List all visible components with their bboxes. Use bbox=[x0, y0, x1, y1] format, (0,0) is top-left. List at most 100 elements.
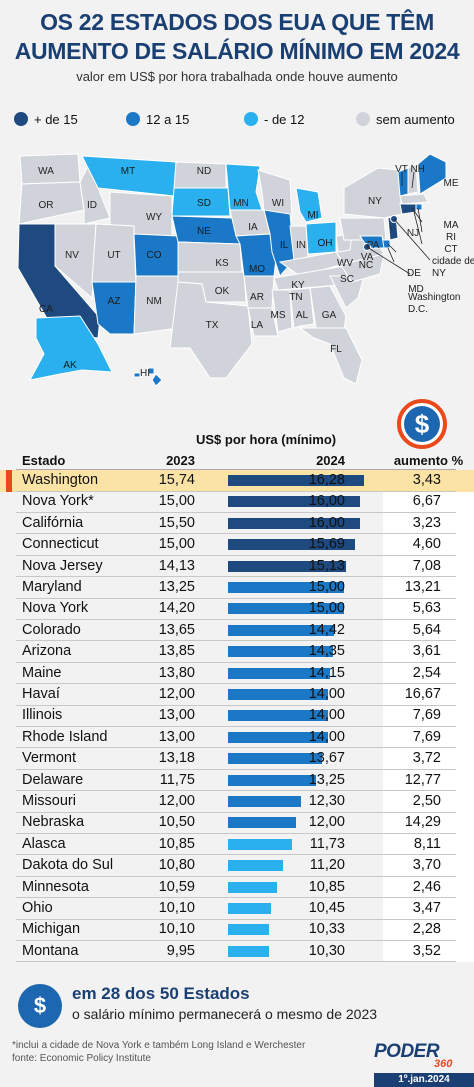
callout-line bbox=[366, 246, 411, 275]
value-2023: 12,00 bbox=[158, 686, 195, 702]
state-hi bbox=[133, 367, 163, 387]
header: OS 22 ESTADOS DOS EUA QUE TÊM AUMENTO DE… bbox=[0, 8, 474, 84]
state-nv bbox=[54, 223, 97, 300]
bar bbox=[228, 860, 283, 872]
state-fl bbox=[298, 327, 363, 385]
table-row: Connecticut 15,00 15,69 4,60 bbox=[0, 534, 474, 556]
state-name: Ohio bbox=[22, 900, 53, 916]
row-divider bbox=[16, 768, 456, 770]
map-label: MT bbox=[121, 166, 135, 177]
state-name: Connecticut bbox=[22, 536, 99, 553]
map-label: IN bbox=[296, 240, 306, 251]
legend-item-tier2: 12 a 15 bbox=[126, 110, 189, 128]
source-note: fonte: Economic Policy Institute bbox=[12, 1053, 151, 1064]
value-2023: 11,75 bbox=[159, 771, 195, 788]
state-name: Michigan bbox=[22, 921, 81, 938]
map-label: AK bbox=[63, 360, 77, 371]
bar bbox=[228, 539, 355, 551]
row-divider bbox=[16, 661, 456, 663]
dollar-coin-icon: $ bbox=[397, 399, 447, 449]
row-divider bbox=[16, 725, 456, 727]
row-divider bbox=[16, 618, 456, 620]
map-label: NM bbox=[146, 296, 162, 307]
map-label: MO bbox=[249, 264, 265, 275]
value-2023: 14,20 bbox=[158, 600, 195, 617]
map-label: VT NH bbox=[395, 164, 425, 175]
state-name: Illinois bbox=[22, 707, 63, 724]
value-2023: 13,80 bbox=[158, 664, 195, 681]
row-divider bbox=[16, 961, 456, 963]
value-2024: 14,42 bbox=[308, 621, 345, 638]
state-al bbox=[289, 287, 315, 329]
map-label: ME bbox=[444, 178, 459, 189]
map-label: MS bbox=[271, 310, 286, 321]
value-2023: 12,00 bbox=[158, 793, 195, 809]
value-2024: 10,45 bbox=[308, 900, 345, 916]
legend-label: - de 12 bbox=[264, 111, 305, 127]
percent-increase: 13,21 bbox=[404, 579, 441, 595]
bar bbox=[228, 603, 344, 615]
bar bbox=[228, 560, 346, 572]
percent-increase: 3,23 bbox=[412, 514, 441, 531]
value-2024: 12,00 bbox=[308, 814, 345, 831]
value-2024: 15,00 bbox=[308, 579, 345, 595]
row-divider bbox=[16, 832, 456, 834]
map-label: MI bbox=[307, 210, 318, 221]
percent-increase: 3,47 bbox=[412, 900, 441, 916]
brand-name: PODER bbox=[374, 1041, 440, 1062]
map-label: AZ bbox=[108, 296, 121, 307]
col-header-percent: aumento % bbox=[393, 453, 464, 468]
subtitle: valor em US$ por hora trabalhada onde ho… bbox=[76, 69, 398, 84]
row-divider bbox=[16, 554, 456, 556]
percent-increase: 5,64 bbox=[412, 621, 441, 638]
map-label: FL bbox=[330, 344, 342, 355]
table-row: Maryland 13,25 15,00 13,21 bbox=[0, 577, 474, 599]
title-line-2: AUMENTO DE SALÁRIO MÍNIMO EM 2024 bbox=[14, 38, 460, 64]
value-2023: 13,85 bbox=[158, 643, 195, 660]
value-2024: 10,85 bbox=[308, 878, 345, 895]
percent-increase: 4,60 bbox=[412, 536, 441, 553]
value-2023: 15,50 bbox=[158, 514, 195, 531]
col-header-state: Estado bbox=[22, 453, 66, 468]
state-ms bbox=[271, 289, 293, 333]
map-label: HI bbox=[140, 368, 150, 379]
map-label: UT bbox=[107, 250, 120, 261]
state-name: Vermont bbox=[22, 750, 76, 767]
header-divider bbox=[16, 469, 456, 470]
map-label: MA bbox=[444, 220, 459, 231]
state-name: Rhode Island bbox=[22, 728, 108, 745]
value-2024: 11,20 bbox=[309, 857, 345, 874]
state-sd bbox=[171, 187, 231, 217]
table-row: Michigan 10,10 10,33 2,28 bbox=[0, 919, 474, 941]
bar bbox=[228, 582, 344, 593]
legend-dot-icon bbox=[126, 112, 140, 126]
value-2024: 14,00 bbox=[308, 728, 345, 745]
map-label: NY bbox=[368, 196, 382, 207]
map-label: CO bbox=[147, 250, 162, 261]
bar bbox=[228, 731, 328, 743]
value-2023: 13,00 bbox=[158, 728, 195, 745]
legend-item-tier3: - de 12 bbox=[244, 110, 304, 128]
map-label: WI bbox=[272, 198, 284, 209]
row-divider bbox=[16, 511, 456, 513]
value-2024: 14,00 bbox=[308, 686, 345, 702]
bar bbox=[228, 646, 333, 658]
table-row: Delaware 11,75 13,25 12,77 bbox=[0, 770, 474, 792]
row-divider bbox=[16, 811, 456, 813]
date-badge: 1º.jan.2024 bbox=[374, 1073, 474, 1087]
dc-callout: Washington bbox=[408, 292, 460, 303]
row-divider bbox=[16, 939, 456, 941]
map-label: ND bbox=[197, 166, 211, 177]
value-2024: 10,33 bbox=[308, 921, 345, 938]
state-la bbox=[247, 307, 279, 337]
map-label: OR bbox=[39, 200, 54, 211]
row-divider bbox=[16, 683, 456, 685]
percent-increase: 14,29 bbox=[404, 814, 441, 831]
bar bbox=[228, 475, 364, 486]
map-label: SC bbox=[340, 274, 354, 285]
percent-increase: 5,63 bbox=[412, 600, 441, 617]
value-2023: 10,50 bbox=[158, 814, 195, 831]
footer-text: o salário mínimo permanecerá o mesmo de … bbox=[72, 1006, 378, 1022]
nyc-callout: NY bbox=[432, 268, 446, 279]
state-me bbox=[417, 153, 447, 195]
